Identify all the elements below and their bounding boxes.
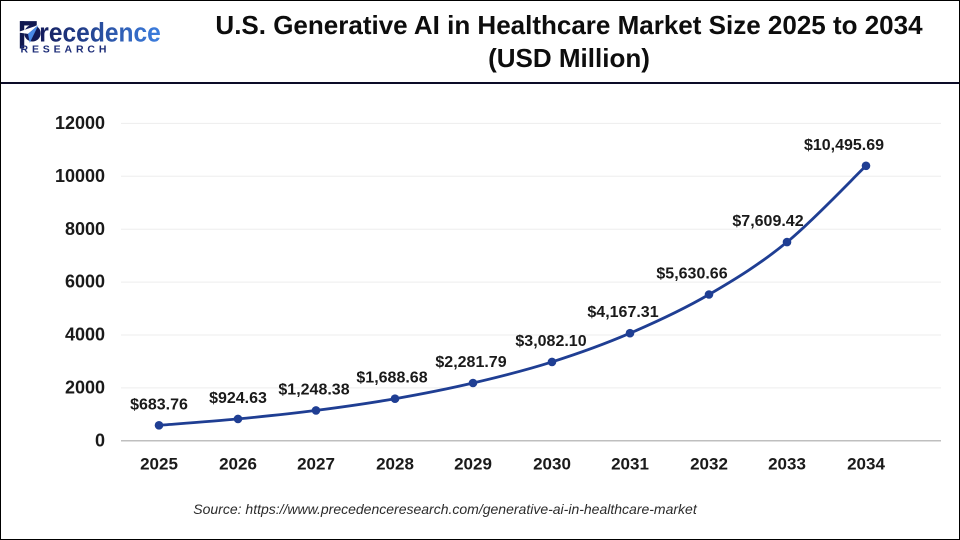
svg-text:recedence: recedence: [39, 17, 160, 47]
svg-text:2028: 2028: [376, 454, 414, 473]
svg-text:2029: 2029: [454, 454, 492, 473]
svg-text:$683.76: $683.76: [130, 396, 188, 413]
svg-text:2027: 2027: [297, 454, 335, 473]
svg-text:2033: 2033: [768, 454, 806, 473]
svg-text:$3,082.10: $3,082.10: [515, 333, 586, 350]
svg-text:12000: 12000: [55, 113, 105, 133]
svg-text:$7,609.42: $7,609.42: [732, 213, 803, 230]
svg-text:6000: 6000: [65, 271, 105, 291]
svg-text:$1,248.38: $1,248.38: [278, 381, 349, 398]
svg-text:2026: 2026: [219, 454, 257, 473]
svg-text:10000: 10000: [55, 165, 105, 185]
svg-text:$1,688.68: $1,688.68: [356, 369, 427, 386]
svg-text:2031: 2031: [611, 454, 649, 473]
svg-text:$10,495.69: $10,495.69: [804, 137, 884, 154]
svg-text:2030: 2030: [533, 454, 571, 473]
svg-text:2034: 2034: [847, 454, 885, 473]
svg-text:8000: 8000: [65, 218, 105, 238]
svg-text:RESEARCH: RESEARCH: [21, 44, 111, 55]
svg-text:2000: 2000: [65, 377, 105, 397]
svg-text:$4,167.31: $4,167.31: [587, 304, 658, 321]
svg-text:$924.63: $924.63: [209, 390, 267, 407]
svg-text:0: 0: [95, 430, 105, 450]
svg-text:$5,630.66: $5,630.66: [656, 265, 727, 282]
svg-text:4000: 4000: [65, 324, 105, 344]
svg-text:$2,281.79: $2,281.79: [435, 354, 506, 371]
svg-text:2032: 2032: [690, 454, 728, 473]
svg-text:2025: 2025: [140, 454, 178, 473]
